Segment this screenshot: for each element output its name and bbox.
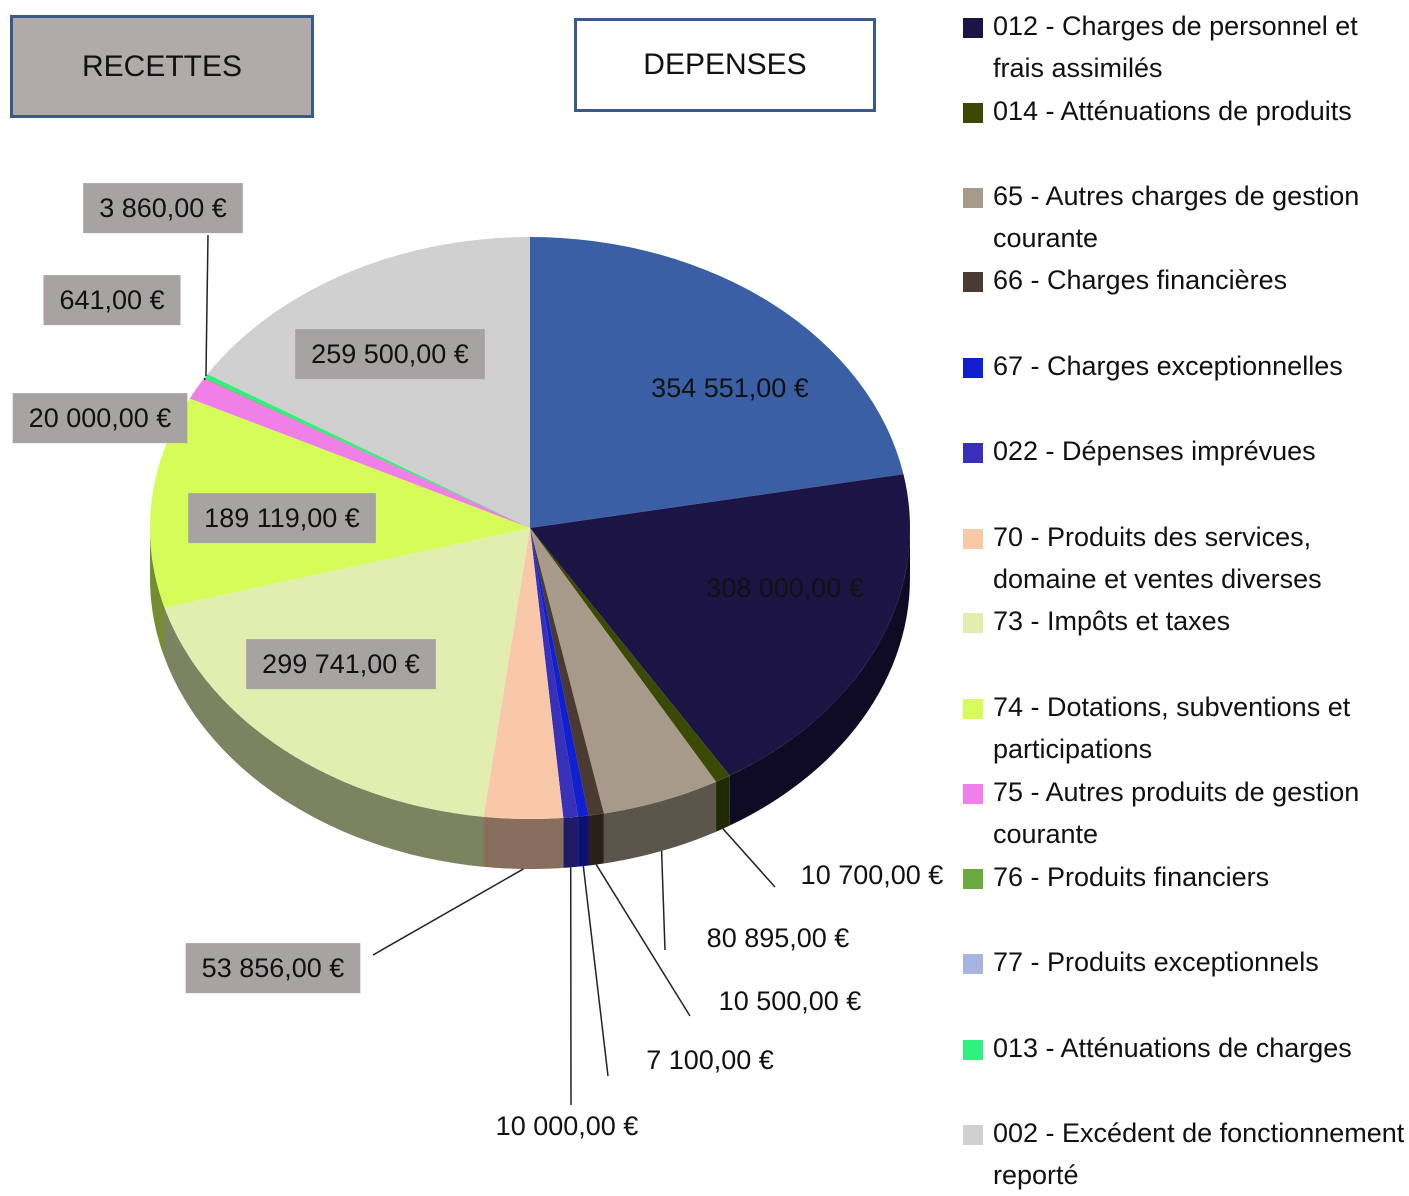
legend-label: 014 - Atténuations de produits — [993, 96, 1352, 126]
legend-item: 022 - Dépenses imprévues — [963, 430, 1409, 472]
legend-item: 75 - Autres produits de gestion courante — [963, 771, 1409, 855]
legend-swatch — [963, 18, 983, 38]
legend-swatch — [963, 1040, 983, 1060]
legend-swatch — [963, 358, 983, 378]
legend-item: 66 - Charges financières — [963, 259, 1409, 301]
legend-swatch — [963, 784, 983, 804]
legend-swatch — [963, 272, 983, 292]
slice-side — [589, 813, 604, 865]
legend-swatch — [963, 529, 983, 549]
data-label: 7 100,00 € — [646, 1045, 774, 1075]
legend-label: 022 - Dépenses imprévues — [993, 436, 1316, 466]
legend-label: 70 - Produits des services, domaine et v… — [993, 522, 1322, 594]
legend-label: 66 - Charges financières — [993, 265, 1287, 295]
legend-swatch — [963, 954, 983, 974]
data-label: 308 000,00 € — [706, 573, 864, 603]
legend-swatch — [963, 869, 983, 889]
legend-swatch — [963, 699, 983, 719]
leader-line — [596, 865, 690, 1016]
legend-label: 74 - Dotations, subventions et participa… — [993, 692, 1350, 764]
legend-swatch — [963, 1125, 983, 1145]
legend-item: 73 - Impôts et taxes — [963, 600, 1409, 642]
leader-line — [583, 866, 608, 1076]
data-label: 10 500,00 € — [719, 986, 862, 1016]
data-label: 189 119,00 € — [204, 503, 360, 533]
data-label: 299 741,00 € — [262, 649, 420, 679]
slice-side — [484, 817, 564, 869]
legend-swatch — [963, 103, 983, 123]
data-label: 80 895,00 € — [707, 923, 850, 953]
legend-label: 012 - Charges de personnel et frais assi… — [993, 11, 1358, 83]
leader-line — [373, 869, 523, 955]
data-label: 53 856,00 € — [202, 953, 345, 983]
legend-swatch — [963, 443, 983, 463]
slice-side — [716, 776, 730, 832]
data-label: 10 000,00 € — [496, 1111, 639, 1141]
legend-swatch — [963, 613, 983, 633]
legend-item: 77 - Produits exceptionnels — [963, 941, 1409, 983]
legend-label: 67 - Charges exceptionnelles — [993, 351, 1343, 381]
legend-label: 65 - Autres charges de gestion courante — [993, 181, 1359, 253]
data-label: 10 700,00 € — [801, 860, 944, 890]
legend-item: 74 - Dotations, subventions et participa… — [963, 686, 1409, 770]
legend-label: 77 - Produits exceptionnels — [993, 947, 1319, 977]
legend-item: 014 - Atténuations de produits — [963, 90, 1409, 132]
legend-item: 012 - Charges de personnel et frais assi… — [963, 5, 1409, 89]
legend-item: 67 - Charges exceptionnelles — [963, 345, 1409, 387]
data-label: 20 000,00 € — [29, 403, 172, 433]
legend-item: 70 - Produits des services, domaine et v… — [963, 516, 1409, 600]
data-label: 3 860,00 € — [99, 193, 227, 223]
legend-item: 002 - Excédent de fonctionnement reporté — [963, 1112, 1409, 1196]
leader-line — [204, 378, 205, 380]
legend-item: 65 - Autres charges de gestion courante — [963, 175, 1409, 259]
data-label: 641,00 € — [59, 285, 164, 315]
legend-label: 002 - Excédent de fonctionnement reporté — [993, 1118, 1404, 1190]
legend-item: 76 - Produits financiers — [963, 856, 1409, 898]
chart: 354 551,00 € 308 000,00 € 10 700,00 € 80 89… — [0, 0, 960, 1191]
leader-line — [662, 851, 665, 950]
leader-line — [206, 235, 208, 376]
slice-side — [563, 817, 578, 868]
legend-item: 013 - Atténuations de charges — [963, 1027, 1409, 1069]
legend-swatch — [963, 188, 983, 208]
slice-side — [578, 816, 588, 867]
legend-label: 76 - Produits financiers — [993, 862, 1269, 892]
leader-line — [723, 829, 775, 887]
legend-label: 73 - Impôts et taxes — [993, 606, 1230, 636]
data-label: 259 500,00 € — [311, 339, 469, 369]
data-label: 354 551,00 € — [651, 373, 809, 403]
legend-label: 75 - Autres produits de gestion courante — [993, 777, 1359, 849]
legend-label: 013 - Atténuations de charges — [993, 1033, 1352, 1063]
